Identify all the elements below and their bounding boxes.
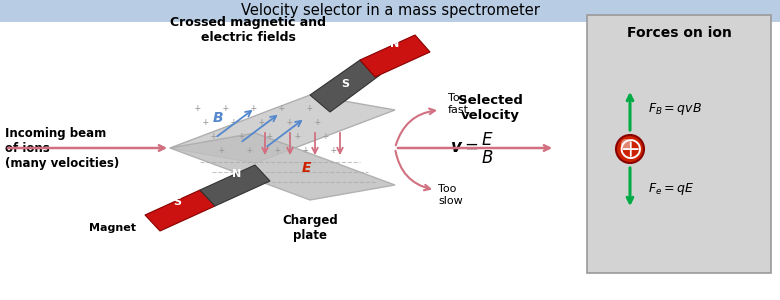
Text: +: + [239, 131, 245, 141]
Text: S: S [173, 197, 181, 207]
Text: +: + [251, 103, 257, 113]
Text: N: N [390, 39, 399, 49]
Text: +: + [219, 145, 225, 155]
Text: N: N [232, 169, 242, 179]
Text: +: + [315, 117, 321, 127]
Text: Too
slow: Too slow [438, 184, 463, 206]
Text: S: S [341, 79, 349, 89]
Text: +: + [275, 145, 281, 155]
Polygon shape [145, 190, 215, 231]
Text: Selected
velocity: Selected velocity [458, 94, 523, 122]
Circle shape [616, 135, 644, 163]
Text: +: + [231, 117, 237, 127]
Text: $\bigoplus$: $\bigoplus$ [619, 137, 641, 161]
Text: +: + [195, 103, 201, 113]
Text: +: + [203, 117, 209, 127]
Text: $F_B = qvB$: $F_B = qvB$ [648, 101, 702, 117]
Text: +: + [287, 117, 293, 127]
Text: +: + [223, 103, 229, 113]
Polygon shape [310, 60, 380, 112]
Text: Magnet: Magnet [88, 223, 136, 233]
Text: +: + [323, 131, 329, 141]
Circle shape [621, 139, 631, 149]
Text: +: + [295, 131, 301, 141]
Polygon shape [170, 133, 395, 200]
Text: +: + [279, 103, 285, 113]
Text: Velocity selector in a mass spectrometer: Velocity selector in a mass spectrometer [240, 4, 540, 19]
FancyBboxPatch shape [0, 0, 780, 22]
Text: +: + [211, 131, 217, 141]
Text: $F_e = qE$: $F_e = qE$ [648, 181, 694, 197]
Text: +: + [303, 145, 309, 155]
Text: B: B [213, 111, 223, 125]
Text: +: + [267, 131, 273, 141]
Text: +: + [259, 117, 265, 127]
Text: $\boldsymbol{v} = \dfrac{E}{B}$: $\boldsymbol{v} = \dfrac{E}{B}$ [450, 130, 495, 166]
Polygon shape [360, 35, 430, 77]
Polygon shape [200, 165, 270, 206]
Text: +: + [307, 103, 313, 113]
Text: +: + [247, 145, 253, 155]
Text: Forces on ion: Forces on ion [626, 26, 732, 40]
Text: Charged
plate: Charged plate [282, 214, 338, 242]
Text: Crossed magnetic and
electric fields: Crossed magnetic and electric fields [170, 16, 326, 44]
Text: +: + [331, 145, 337, 155]
Text: E: E [301, 161, 310, 175]
FancyBboxPatch shape [587, 15, 771, 273]
Polygon shape [170, 95, 395, 163]
Text: Incoming beam
of ions
(many velocities): Incoming beam of ions (many velocities) [5, 127, 119, 170]
Text: Too
fast: Too fast [448, 93, 469, 115]
